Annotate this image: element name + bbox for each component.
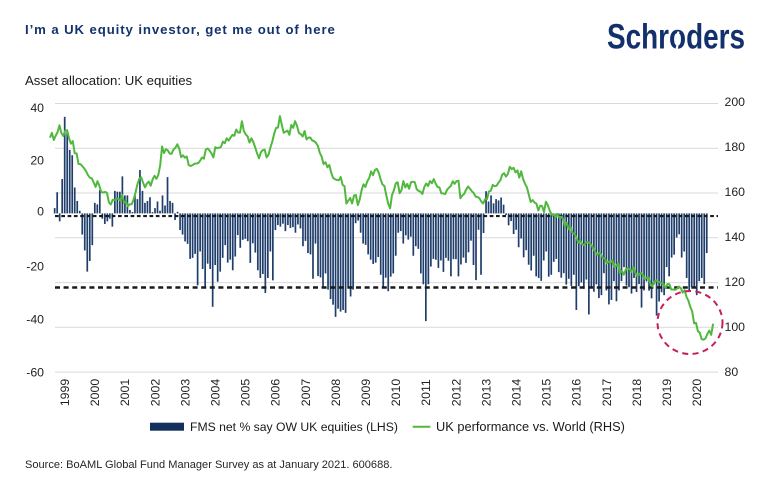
svg-text:Schroders: Schroders xyxy=(607,18,745,57)
svg-text:2020: 2020 xyxy=(690,379,704,407)
svg-text:80: 80 xyxy=(725,365,739,379)
svg-text:20: 20 xyxy=(30,154,44,168)
svg-text:FMS net % say OW UK equities (: FMS net % say OW UK equities (LHS) xyxy=(190,420,398,434)
svg-text:120: 120 xyxy=(725,275,746,289)
svg-text:2000: 2000 xyxy=(88,379,102,407)
svg-text:-20: -20 xyxy=(26,260,44,274)
svg-text:2003: 2003 xyxy=(178,379,192,407)
svg-text:2012: 2012 xyxy=(449,379,463,407)
svg-text:100: 100 xyxy=(725,320,746,334)
svg-text:2018: 2018 xyxy=(630,379,644,407)
svg-text:Asset allocation: UK equities: Asset allocation: UK equities xyxy=(25,73,193,88)
svg-text:2019: 2019 xyxy=(660,379,674,407)
svg-text:2008: 2008 xyxy=(329,379,343,407)
svg-text:2001: 2001 xyxy=(118,379,132,407)
svg-text:Source: BoAML Global Fund Mana: Source: BoAML Global Fund Manager Survey… xyxy=(25,459,392,471)
svg-text:200: 200 xyxy=(725,95,746,109)
svg-text:2016: 2016 xyxy=(570,379,584,407)
svg-text:2009: 2009 xyxy=(359,379,373,407)
svg-text:0: 0 xyxy=(37,205,44,219)
svg-text:2004: 2004 xyxy=(208,379,222,407)
svg-text:2007: 2007 xyxy=(299,379,313,407)
svg-text:2011: 2011 xyxy=(419,379,433,406)
svg-text:40: 40 xyxy=(30,101,44,115)
svg-text:-60: -60 xyxy=(26,365,44,379)
svg-text:140: 140 xyxy=(725,230,746,244)
svg-text:2015: 2015 xyxy=(540,379,554,407)
svg-text:2010: 2010 xyxy=(389,379,403,407)
svg-text:180: 180 xyxy=(725,140,746,154)
svg-text:2002: 2002 xyxy=(148,379,162,407)
svg-text:I’m a UK equity investor, get: I’m a UK equity investor, get me out of … xyxy=(25,22,336,37)
svg-text:-40: -40 xyxy=(26,313,44,327)
svg-text:160: 160 xyxy=(725,185,746,199)
svg-text:2017: 2017 xyxy=(600,379,614,407)
svg-text:UK performance vs. World (RHS): UK performance vs. World (RHS) xyxy=(436,419,625,434)
svg-text:2005: 2005 xyxy=(239,379,253,407)
svg-text:2014: 2014 xyxy=(510,379,524,407)
svg-text:2013: 2013 xyxy=(479,379,493,407)
svg-text:1999: 1999 xyxy=(58,379,72,407)
svg-text:2006: 2006 xyxy=(269,379,283,407)
